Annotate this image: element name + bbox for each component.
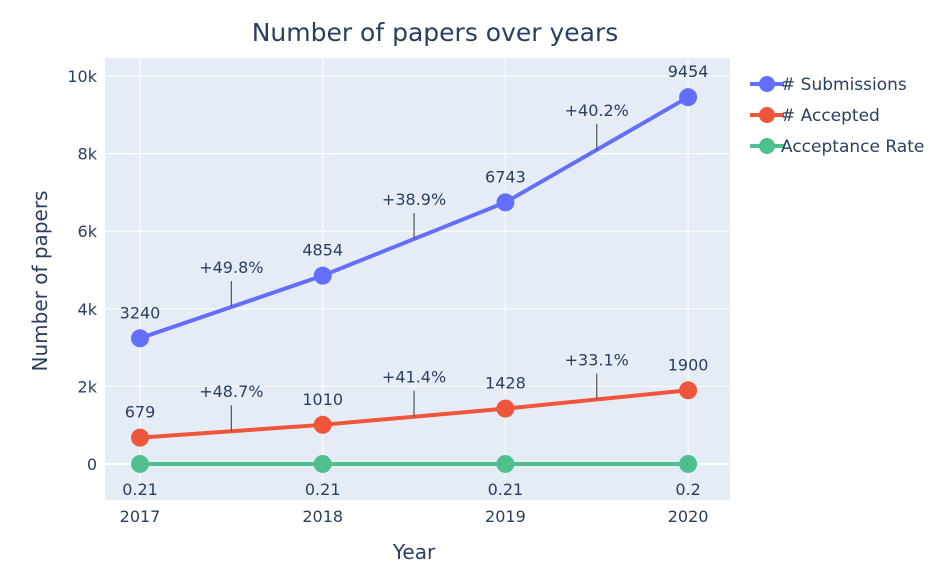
data-label: 9454	[668, 62, 709, 81]
data-point	[679, 455, 697, 473]
legend-label: Acceptance Rate	[781, 137, 924, 157]
y-tick-label: 2k	[78, 377, 98, 396]
x-tick-label: 2018	[302, 507, 343, 526]
data-label: 0.2	[675, 480, 700, 499]
data-point	[679, 381, 697, 399]
data-label: 1010	[302, 390, 343, 409]
data-point	[131, 455, 149, 473]
data-label: 1428	[485, 374, 526, 393]
y-tick-label: 4k	[78, 300, 98, 319]
y-tick-label: 0	[87, 455, 97, 474]
data-label: 0.21	[305, 480, 341, 499]
growth-annotation: +49.8%	[199, 258, 263, 277]
data-point	[314, 416, 332, 434]
growth-annotation: +38.9%	[382, 190, 446, 209]
data-label: 0.21	[122, 480, 158, 499]
legend-label: # Submissions	[781, 75, 907, 95]
x-tick-label: 2017	[120, 507, 161, 526]
legend: # Submissions # Accepted Acceptance Rate	[750, 75, 924, 157]
y-tick-label: 8k	[78, 145, 98, 164]
data-point	[496, 400, 514, 418]
y-tick-label: 10k	[67, 67, 97, 86]
data-label: 0.21	[488, 480, 524, 499]
data-label: 6743	[485, 167, 526, 186]
x-axis-label: Year	[392, 540, 436, 564]
legend-marker	[759, 107, 775, 123]
legend-label: # Accepted	[781, 106, 880, 126]
legend-marker	[759, 138, 775, 154]
x-tick-label: 2020	[668, 507, 709, 526]
growth-annotation: +40.2%	[565, 101, 629, 120]
data-label: 679	[125, 403, 156, 422]
y-tick-label: 6k	[78, 222, 98, 241]
growth-annotation: +33.1%	[565, 350, 629, 369]
data-label: 1900	[668, 355, 709, 374]
y-axis-label: Number of papers	[28, 191, 52, 372]
growth-annotation: +48.7%	[199, 382, 263, 401]
data-label: 3240	[120, 303, 161, 322]
data-label: 4854	[302, 241, 343, 260]
data-point	[314, 267, 332, 285]
data-point	[679, 88, 697, 106]
growth-annotation: +41.4%	[382, 368, 446, 387]
data-point	[496, 193, 514, 211]
data-point	[314, 455, 332, 473]
legend-marker	[759, 76, 775, 92]
data-point	[131, 429, 149, 447]
x-tick-label: 2019	[485, 507, 526, 526]
data-point	[496, 455, 514, 473]
chart-title: Number of papers over years	[252, 18, 619, 47]
data-point	[131, 329, 149, 347]
